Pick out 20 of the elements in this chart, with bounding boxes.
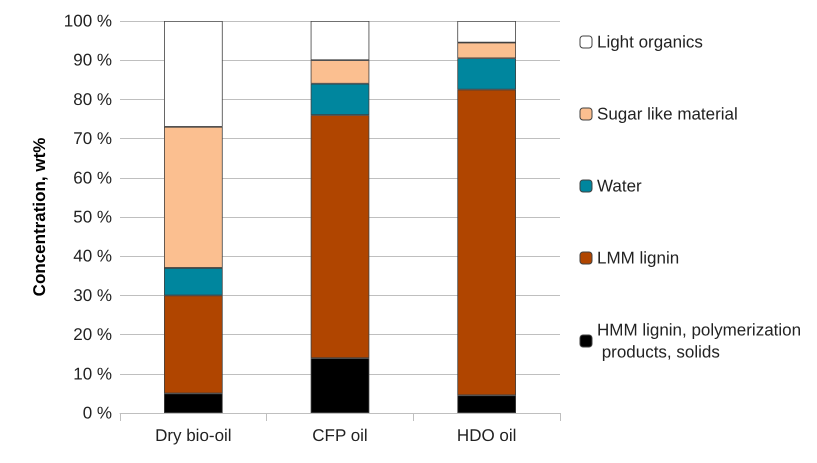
- y-tick-label: 0 %: [82, 404, 112, 422]
- x-tick-label: HDO oil: [456, 426, 516, 445]
- y-tick-label: 50 %: [73, 208, 112, 226]
- y-tick-label: 20 %: [73, 325, 112, 344]
- legend-label: LMM lignin: [597, 248, 680, 268]
- y-tick-label: 60 %: [73, 168, 112, 188]
- y-tick-label: 70 %: [73, 129, 112, 148]
- y-tick-label: 100 %: [64, 12, 112, 30]
- x-tick-label: Dry bio-oil: [155, 426, 232, 445]
- y-tick-label: 10 %: [73, 364, 112, 384]
- y-axis-title: Concentration, wt%: [30, 138, 49, 296]
- y-tick-label: 80 %: [73, 90, 112, 109]
- y-tick-label: 90 %: [73, 50, 112, 70]
- legend-label: Light organics: [597, 32, 703, 52]
- legend-label: Sugar like material: [597, 104, 738, 124]
- legend-label: Water: [597, 176, 642, 196]
- y-tick-label: 30 %: [73, 286, 112, 305]
- legend-label: HMM lignin, polymerization products, solids: [597, 320, 802, 362]
- x-tick-label: CFP oil: [312, 426, 368, 445]
- y-tick-label: 40 %: [73, 246, 112, 266]
